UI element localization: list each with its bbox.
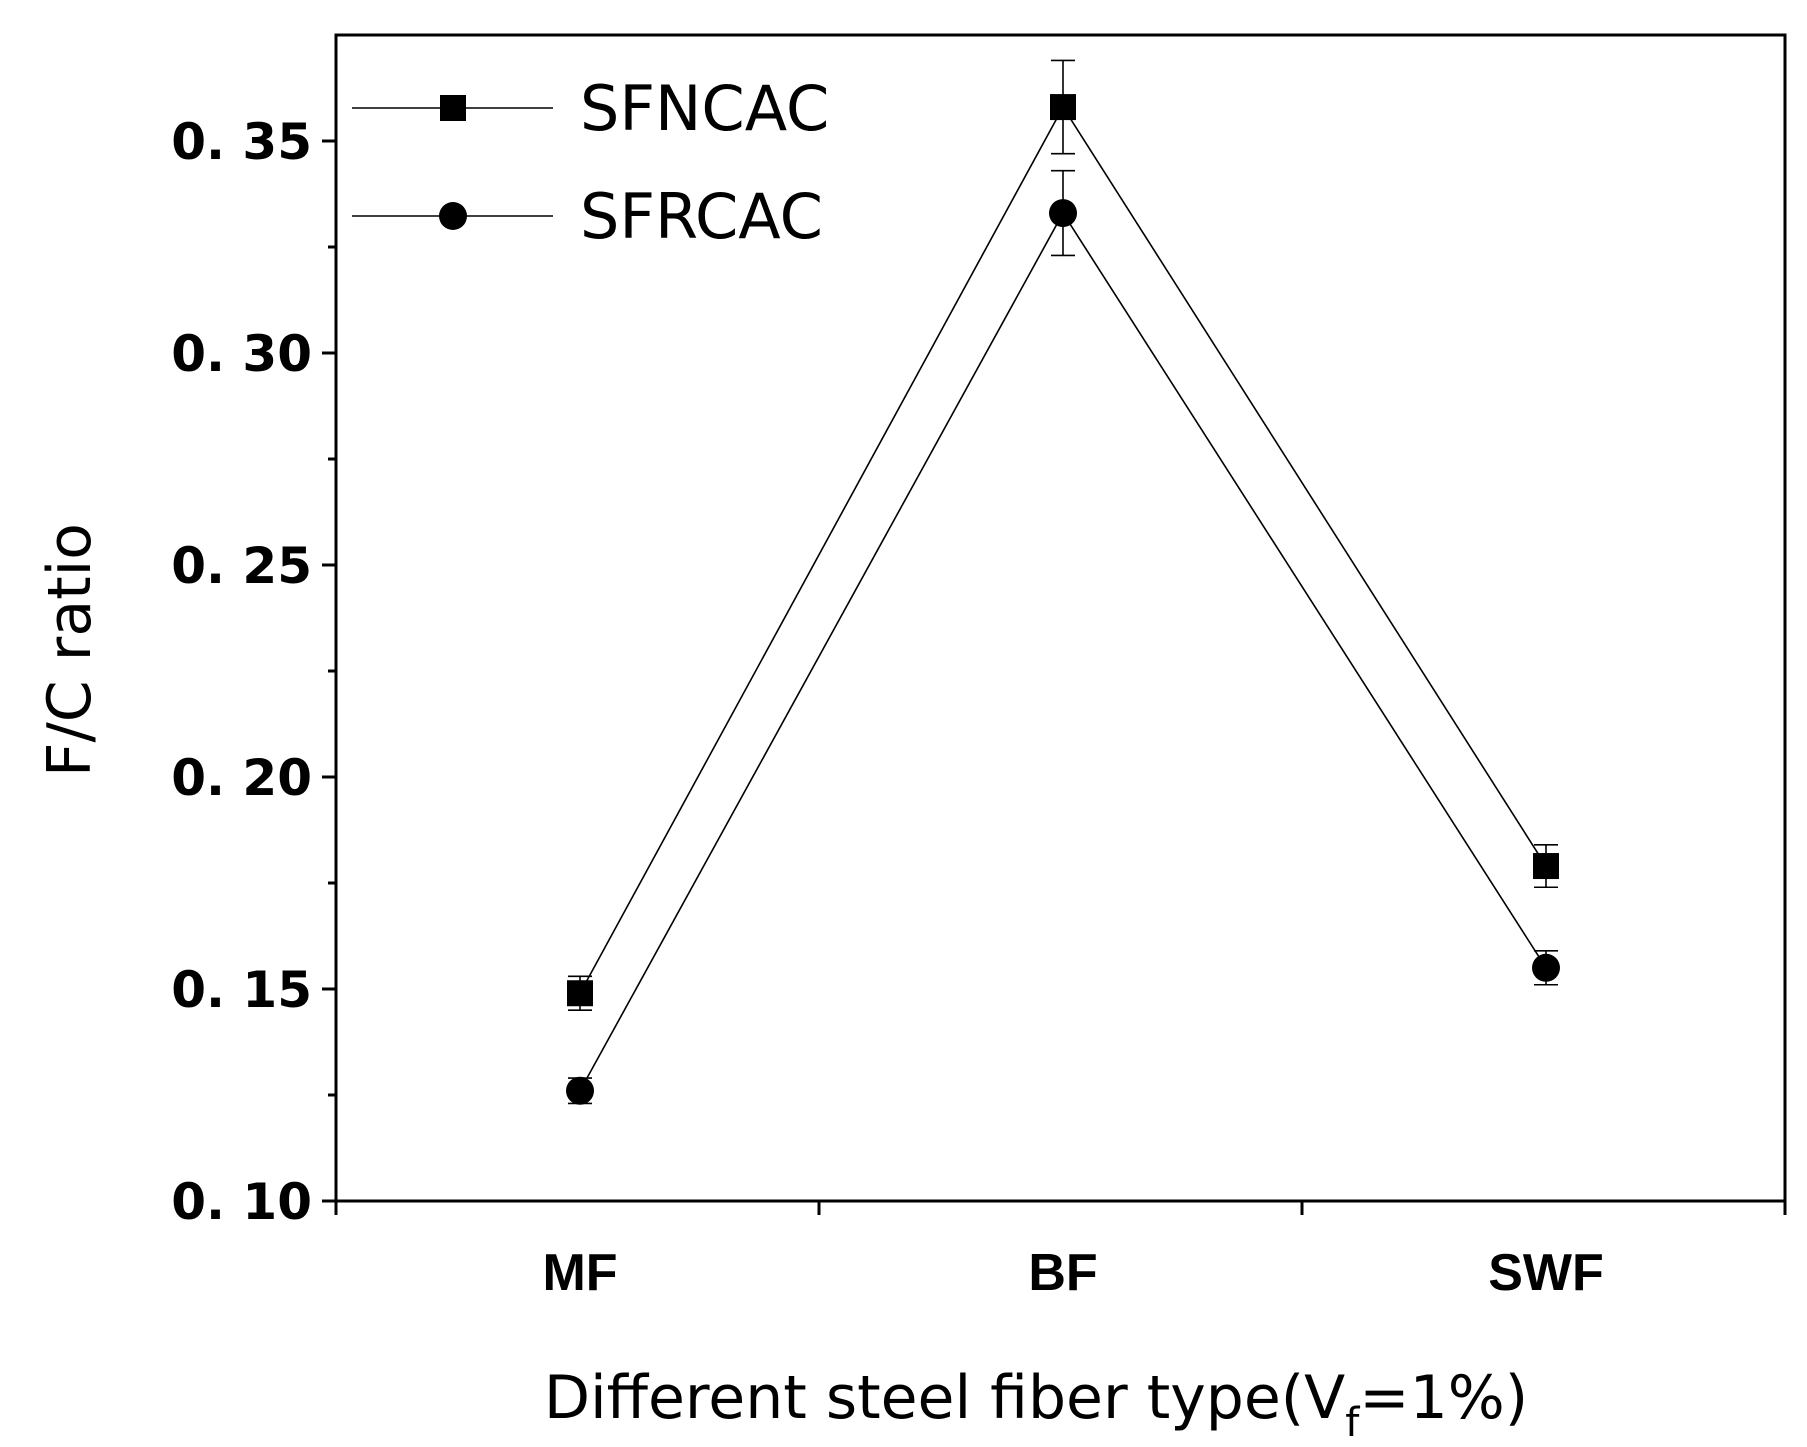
series-sfncac: [567, 59, 1559, 1012]
x-axis-title-main: Different steel fiber type(V: [544, 1363, 1345, 1433]
plot-area: 0. 10 0. 15 0. 20 0. 25 0. 30 0. 35 MF BF SWF: [171, 33, 1787, 1302]
data-point-circle: [1049, 199, 1077, 228]
series-line: [579, 211, 1547, 1092]
data-point-square: [1050, 94, 1076, 121]
legend-entry-sfncac: SFNCAC: [352, 72, 829, 145]
axes-text: F/C ratio Different steel fiber type(Vf=…: [35, 523, 1528, 1446]
y-tick-label: 0. 25: [171, 537, 312, 595]
y-tick-label: 0. 20: [171, 749, 312, 807]
data-point-square: [1533, 853, 1559, 880]
chart-marks: [566, 59, 1560, 1105]
x-category-label: BF: [1028, 1244, 1097, 1302]
legend: SFNCAC SFRCAC: [352, 72, 829, 253]
data-point-circle: [1532, 953, 1560, 982]
x-category-label: SWF: [1488, 1244, 1604, 1302]
plot-frame: [334, 33, 1787, 1203]
data-point-circle: [566, 1076, 594, 1105]
x-axis-title-subscript: f: [1345, 1400, 1360, 1446]
legend-entry-sfrcac: SFRCAC: [352, 180, 823, 253]
y-axis-title: F/C ratio: [35, 523, 105, 777]
x-axis-title-tail: =1%): [1359, 1363, 1528, 1433]
y-tick-label: 0. 15: [171, 961, 312, 1019]
series-sfrcac: [566, 169, 1560, 1105]
legend-square-marker: [440, 95, 466, 121]
x-category-label: MF: [542, 1244, 617, 1302]
data-point-square: [567, 980, 593, 1007]
legend-label: SFRCAC: [580, 180, 823, 253]
legend-circle-marker: [439, 202, 467, 230]
x-axis-title: Different steel fiber type(Vf=1%): [544, 1363, 1528, 1446]
y-tick-label: 0. 30: [171, 325, 312, 383]
y-tick-label: 0. 35: [171, 113, 312, 171]
y-tick-label: 0. 10: [171, 1173, 312, 1231]
legend-label: SFNCAC: [580, 72, 829, 145]
